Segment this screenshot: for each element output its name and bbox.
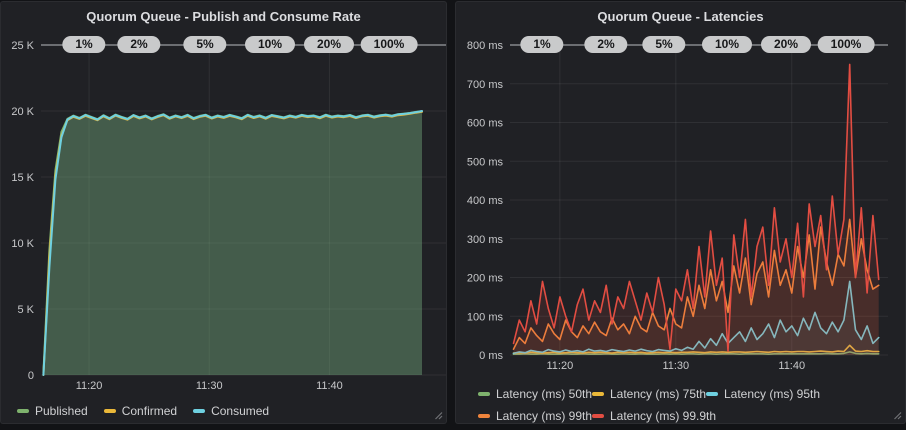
legend-series-label: Confirmed	[121, 404, 178, 418]
legend-series-label: Consumed	[211, 404, 270, 418]
panel-resize-handle[interactable]	[434, 411, 443, 420]
legend-series-label: Latency (ms) 50th	[496, 387, 593, 401]
x-axis-tick-label: 11:40	[316, 380, 343, 392]
legend-series-label: Latency (ms) 99th	[496, 409, 593, 423]
annotation-pill[interactable]: 2%	[584, 36, 628, 53]
annotation-pill[interactable]: 20%	[760, 36, 812, 53]
y-axis-tick-label: 600 ms	[467, 118, 504, 130]
y-axis-tick-label: 700 ms	[467, 79, 504, 91]
y-axis-tick-label: 400 ms	[467, 195, 504, 207]
legend-item[interactable]: Latency (ms) 99.9th	[592, 408, 716, 424]
panel-resize-handle[interactable]	[893, 411, 902, 420]
legend-item[interactable]: Latency (ms) 99th	[478, 408, 592, 424]
x-axis-tick-label: 11:20	[546, 360, 573, 372]
legend-item[interactable]: Latency (ms) 50th	[478, 386, 592, 402]
panel-title[interactable]: Quorum Queue - Latencies	[597, 9, 764, 24]
y-axis-tick-label: 200 ms	[467, 273, 504, 285]
x-axis-tick-label: 11:30	[196, 380, 223, 392]
legend-item[interactable]: Latency (ms) 95th	[706, 386, 820, 402]
annotation-pill[interactable]: 100%	[817, 36, 875, 53]
y-axis-tick-label: 100 ms	[467, 311, 504, 323]
series-line	[512, 344, 880, 354]
series-line	[512, 218, 880, 351]
series-fill	[513, 219, 879, 355]
series-line	[512, 280, 880, 355]
series-line	[42, 110, 423, 376]
series-fill	[43, 111, 423, 376]
x-axis-tick-label: 11:20	[76, 380, 103, 392]
legend-series-dash-icon	[706, 392, 718, 396]
legend-series-label: Latency (ms) 75th	[610, 387, 707, 401]
legend-series-dash-icon	[592, 414, 604, 418]
x-axis-tick-label: 11:30	[662, 360, 689, 372]
legend-series-label: Latency (ms) 99.9th	[610, 409, 717, 423]
annotation-pill[interactable]: 5%	[642, 36, 686, 53]
time-series-plot[interactable]: 800 ms 700 ms 600 ms 500 ms 400 ms 300 ms 200 …	[456, 2, 906, 425]
legend-item[interactable]: Latency (ms) 75th	[592, 386, 706, 402]
annotation-pill[interactable]: 100%	[360, 36, 418, 53]
annotation-pill[interactable]: 1%	[62, 36, 106, 53]
y-axis-tick-label: 300 ms	[467, 234, 504, 246]
annotation-pill[interactable]: 1%	[520, 36, 564, 53]
legend-series-dash-icon	[592, 392, 604, 396]
series-fill	[513, 281, 879, 355]
series-fill	[513, 64, 879, 356]
legend-series-dash-icon	[103, 409, 116, 413]
y-axis-tick-label: 500 ms	[467, 156, 504, 168]
legend-series-dash-icon	[478, 392, 490, 396]
annotation-pill[interactable]: 5%	[183, 36, 227, 53]
chart-legend: Published Confirmed Consumed	[17, 404, 269, 418]
legend-series-dash-icon	[478, 414, 490, 418]
annotation-pill[interactable]: 10%	[701, 36, 753, 53]
y-axis-tick-label: 0 ms	[479, 350, 503, 362]
y-axis-tick-label: 10 K	[11, 238, 34, 250]
panel-title[interactable]: Quorum Queue - Publish and Consume Rate	[86, 9, 361, 24]
annotation-pill[interactable]: 20%	[303, 36, 355, 53]
y-axis-tick-label: 5 K	[17, 304, 34, 316]
legend-series-label: Published	[35, 404, 88, 418]
panel-latencies: Quorum Queue - Latencies 800 ms 700 ms 600…	[455, 1, 906, 424]
y-axis-tick-label: 20 K	[11, 106, 34, 118]
panel-publish-consume-rate: Quorum Queue - Publish and Consume Rate …	[0, 1, 447, 424]
legend-item[interactable]: Confirmed	[103, 404, 178, 418]
y-axis-tick-label: 800 ms	[467, 40, 504, 52]
series-line	[512, 351, 880, 356]
chart-legend: Latency (ms) 50th Latency (ms) 75th Latenc…	[478, 386, 820, 424]
series-line	[512, 63, 880, 352]
y-axis-tick-label: 25 K	[11, 40, 34, 52]
annotation-pill[interactable]: 10%	[244, 36, 296, 53]
time-series-plot[interactable]: 25 K 20 K 15 K 10 K 5 K 0 11:20 11:30 11:40	[1, 2, 448, 425]
legend-series-dash-icon	[17, 409, 29, 413]
legend-item[interactable]: Published	[17, 404, 88, 418]
legend-series-dash-icon	[193, 409, 206, 413]
legend-item[interactable]: Consumed	[193, 404, 269, 418]
series-fill	[43, 111, 423, 375]
legend-series-label: Latency (ms) 95th	[724, 387, 821, 401]
x-axis-tick-label: 11:40	[778, 360, 805, 372]
y-axis-tick-label: 0	[28, 370, 34, 382]
annotation-pill[interactable]: 2%	[117, 36, 161, 53]
y-axis-tick-label: 15 K	[11, 172, 34, 184]
